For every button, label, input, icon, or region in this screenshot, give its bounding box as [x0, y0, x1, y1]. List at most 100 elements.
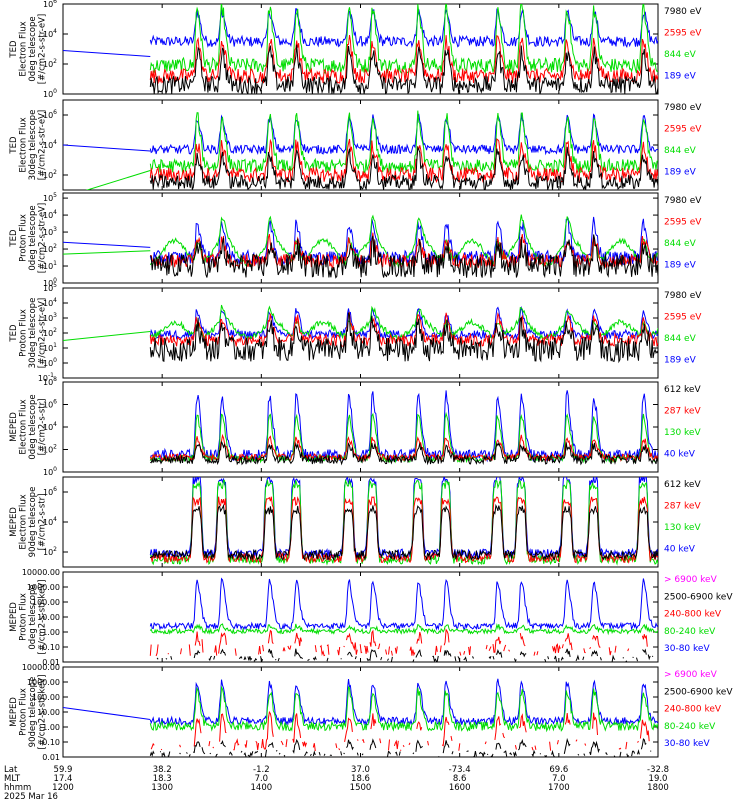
legend-entry: 240-800 keV [664, 705, 722, 715]
series-line [564, 648, 571, 657]
series-line [220, 648, 226, 656]
series-line [398, 751, 401, 756]
series-line [323, 753, 326, 756]
x-tick-mlt: 18.6 [351, 774, 370, 784]
series-line [466, 750, 469, 753]
y-tick-label: 100 [43, 357, 57, 368]
series-line [490, 753, 494, 757]
y-axis-label-line: 0deg telescope [28, 16, 38, 81]
legend-entry: 844 eV [664, 146, 697, 156]
series-line [544, 658, 547, 662]
legend-entry: 80-240 keV [664, 627, 716, 637]
y-tick-label: 104 [43, 421, 57, 432]
y-axis-label-line: [#/cm2-s-str-eV] [38, 110, 48, 180]
y-axis-label-line: 90deg telescope [28, 487, 38, 558]
series-line [63, 241, 151, 248]
series-line [502, 732, 506, 739]
series-line [390, 650, 393, 656]
x-tick-mlt: 17.4 [54, 774, 73, 784]
series-line [247, 656, 253, 662]
plot-area [63, 110, 658, 190]
series-line [319, 644, 326, 657]
y-axis-label-line: [#/cm2-s-str-keV] [38, 675, 48, 750]
series-line [377, 643, 381, 650]
x-tick-hhmm: 1500 [350, 783, 372, 793]
series-line [534, 745, 537, 750]
series-line [394, 751, 398, 756]
legend-entry: 80-240 keV [664, 722, 716, 732]
x-tick-lat: -1.2 [253, 765, 270, 775]
series-line [179, 752, 181, 755]
y-axis-label-line: [#/cm2-s-str] [38, 494, 48, 551]
series-line [387, 658, 389, 661]
y-axis-label: TED Electron Flux 30deg telescope [#/cm2-s-… [9, 110, 48, 181]
y-tick-label: 100 [43, 466, 57, 477]
series-line [346, 739, 354, 751]
series-line [614, 645, 617, 653]
y-tick-label: 101 [43, 342, 57, 353]
x-tick-lat: 59.9 [54, 765, 73, 775]
panel-7: 10000.00 1000.00 100.00 10.00 1.00 0.10 0.01 ME… [9, 568, 733, 667]
series-line [450, 735, 453, 742]
legend-entry: 287 keV [664, 501, 701, 511]
series-line [354, 656, 357, 660]
series-line [149, 750, 155, 757]
series-line [488, 655, 492, 660]
y-axis-label-line: MEPED [9, 412, 19, 442]
series-line [591, 649, 598, 657]
series-line [443, 628, 450, 646]
series-line [150, 390, 658, 463]
legend-entry: 189 eV [664, 71, 697, 81]
legend-entry: 7980 eV [664, 103, 702, 113]
series-line [254, 750, 259, 754]
x-tick-lat: 37.0 [351, 765, 370, 775]
series-line [337, 646, 341, 656]
y-axis-label-line: 30deg telescope [28, 110, 38, 181]
legend-entry: 612 keV [664, 480, 701, 490]
x-tick-mlt: 19.0 [649, 774, 668, 784]
series-line [366, 649, 378, 662]
series-line [625, 660, 628, 662]
series-line [294, 632, 303, 647]
y-tick-label: 108 [43, 376, 57, 387]
series-line [312, 656, 317, 661]
series-line [194, 631, 201, 647]
series-line [340, 751, 343, 756]
series-line [544, 755, 548, 757]
x-row-label: Lat [4, 765, 18, 775]
series-line [260, 656, 264, 662]
y-axis-label-line: TED [9, 229, 19, 248]
series-line [278, 752, 281, 755]
series-612-kev [150, 441, 658, 466]
series-line [149, 234, 658, 279]
series-line [626, 753, 630, 757]
series-line [380, 656, 383, 661]
series-line [575, 654, 580, 662]
y-tick-label: 10.00 [37, 613, 60, 622]
y-axis-label-line: TED [9, 40, 19, 59]
legend-entry: 2595 eV [664, 217, 702, 227]
series-line [244, 740, 248, 748]
series-line [63, 50, 151, 57]
series-line [552, 643, 561, 654]
series-844-ev [85, 110, 658, 190]
series-line [149, 312, 658, 364]
series-line [582, 656, 585, 661]
y-tick-label: 103 [43, 312, 57, 323]
series-line [186, 752, 188, 754]
y-axis-label: TED Proton Flux 0deg telescope [#/cm2-s-str… [9, 203, 48, 273]
y-tick-label: 100 [43, 88, 57, 99]
series-240-800-kev [149, 628, 648, 657]
series-line [458, 743, 461, 751]
y-tick-label: 0.10 [42, 643, 60, 652]
y-tick-label: 105 [43, 192, 57, 203]
series-line [583, 648, 586, 654]
series-line [167, 751, 171, 757]
y-axis-label-line: [#/cm2-s-str-eV] [38, 14, 48, 84]
y-tick-label: 102 [43, 169, 57, 180]
y-tick-label: 106 [43, 486, 57, 497]
series-line [443, 649, 452, 657]
series-line [412, 752, 415, 755]
series-line [402, 744, 405, 748]
